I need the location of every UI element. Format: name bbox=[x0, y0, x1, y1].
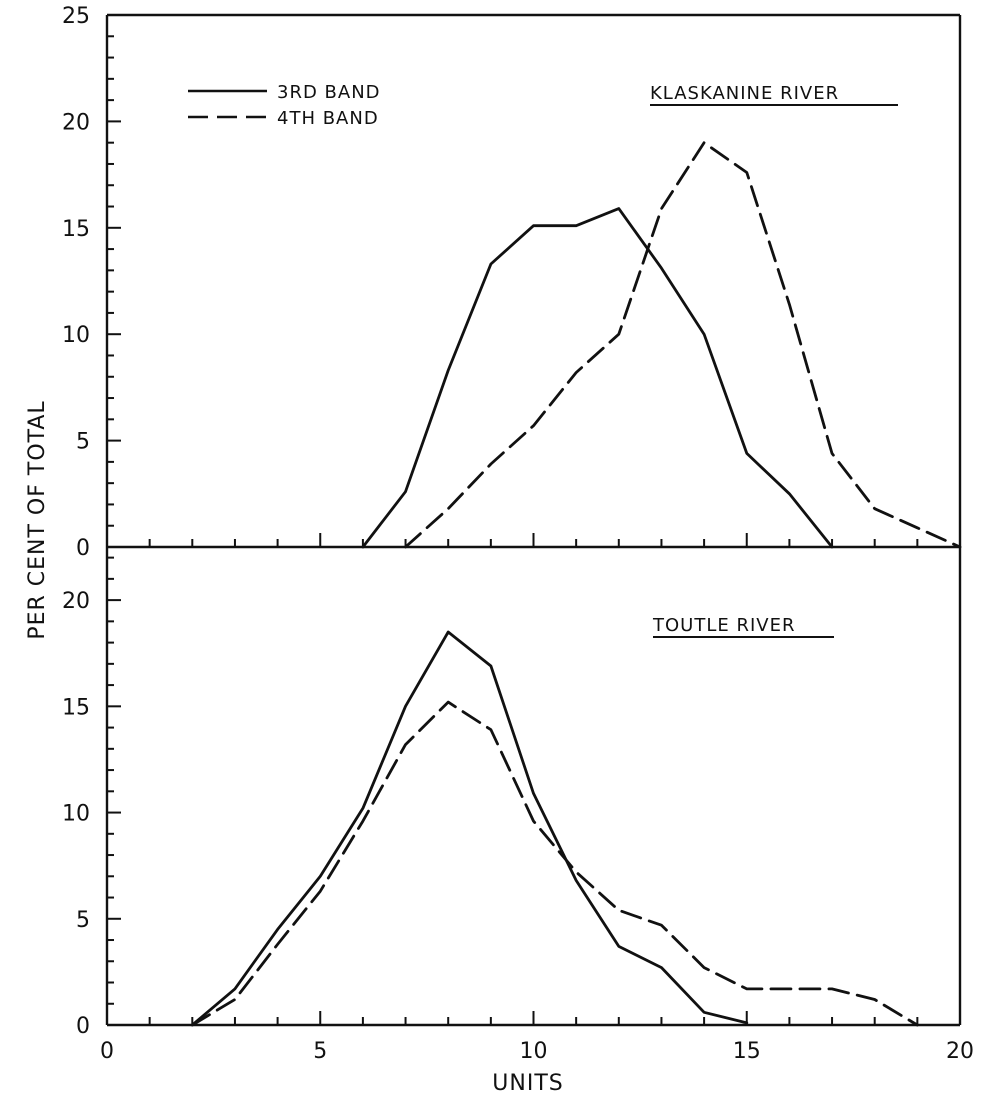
series-line-p1-4th-band bbox=[190, 700, 919, 1027]
x-tick-label-4: 20 bbox=[946, 1039, 974, 1064]
y-tick-label-p1-0: 0 bbox=[76, 1014, 90, 1039]
x-tick-label-2: 10 bbox=[520, 1039, 548, 1064]
y-tick-label-p0-0: 0 bbox=[76, 536, 90, 561]
tick-labels: 0 5 10 15 20 0 5 10 15 20 25 0 5 10 15 20 bbox=[62, 4, 974, 1064]
series-line-p0-4th-band bbox=[404, 141, 962, 549]
y-tick-label-p1-3: 15 bbox=[62, 695, 90, 720]
panel-title-toutle: TOUTLE RIVER bbox=[652, 615, 795, 636]
y-tick-label-p0-5: 25 bbox=[62, 4, 90, 29]
x-tick-label-3: 15 bbox=[733, 1039, 761, 1064]
y-axis-title: PER CENT OF TOTAL bbox=[25, 400, 50, 639]
y-tick-label-p0-3: 15 bbox=[62, 217, 90, 242]
legend-label-3rd-band: 3RD BAND bbox=[277, 82, 381, 103]
x-tick-label-1: 5 bbox=[313, 1039, 327, 1064]
series-line-p0-3rd-band bbox=[361, 207, 834, 549]
y-tick-label-p0-4: 20 bbox=[62, 110, 90, 135]
x-tick-label-0: 0 bbox=[100, 1039, 114, 1064]
y-tick-label-p0-1: 5 bbox=[76, 430, 90, 455]
y-tick-label-p1-4: 20 bbox=[62, 589, 90, 614]
series-line-p1-3rd-band bbox=[190, 630, 749, 1027]
y-tick-label-p0-2: 10 bbox=[62, 323, 90, 348]
y-tick-label-p1-1: 5 bbox=[76, 908, 90, 933]
series-lines bbox=[190, 141, 962, 1027]
y-tick-label-p1-2: 10 bbox=[62, 802, 90, 827]
legend: 3RD BAND 4TH BAND bbox=[188, 82, 381, 129]
legend-label-4th-band: 4TH BAND bbox=[277, 108, 379, 129]
x-axis-title: UNITS bbox=[492, 1071, 563, 1096]
panel-title-klaskanine: KLASKANINE RIVER bbox=[650, 83, 839, 104]
